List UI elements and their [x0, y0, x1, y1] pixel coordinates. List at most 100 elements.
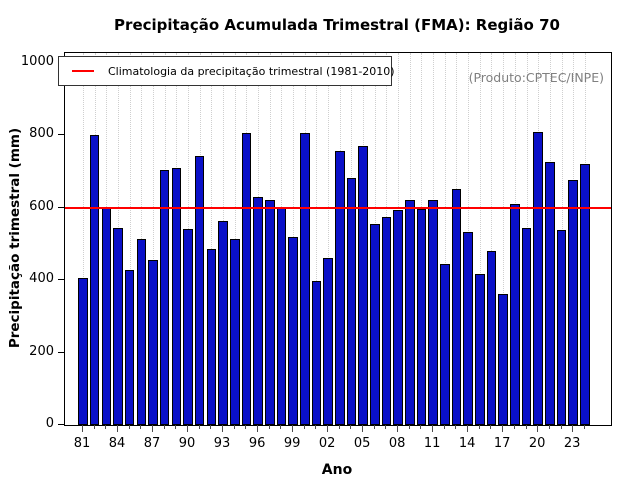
x-tick — [467, 425, 469, 432]
bar-2009 — [404, 200, 415, 425]
bar-2003 — [334, 151, 345, 425]
x-tick — [455, 425, 457, 429]
product-annotation: (Produto:CPTEC/INPE) — [468, 70, 604, 85]
bar-1987 — [148, 260, 158, 425]
bar-1994 — [229, 239, 240, 425]
bar-2002 — [323, 258, 333, 425]
bar-1985 — [124, 270, 135, 425]
bar-1999 — [288, 237, 298, 425]
x-tick-label: 23 — [563, 436, 581, 451]
gridline — [83, 53, 84, 425]
x-tick — [513, 425, 515, 429]
x-axis-title: Ano — [321, 462, 353, 478]
bar-1991 — [194, 156, 205, 425]
x-tick — [338, 425, 340, 429]
x-tick — [478, 425, 480, 429]
bar-2008 — [393, 210, 403, 425]
bar-2019 — [521, 228, 532, 425]
x-tick-label: 20 — [528, 436, 546, 451]
x-tick — [105, 425, 107, 429]
x-tick — [490, 425, 492, 429]
y-tick-label: 1000 — [20, 53, 54, 69]
x-tick — [128, 425, 130, 429]
bar-2015 — [474, 274, 485, 425]
legend-label: Climatologia da precipitação trimestral … — [108, 64, 395, 78]
x-tick — [163, 425, 165, 429]
bar-1997 — [264, 200, 275, 425]
x-tick — [187, 425, 188, 432]
bar-1995 — [241, 133, 252, 425]
y-tick — [58, 351, 64, 353]
x-tick — [233, 425, 235, 429]
x-tick-label: 14 — [458, 436, 476, 451]
x-tick — [548, 425, 550, 429]
y-tick-label: 600 — [29, 198, 54, 214]
x-tick-label: 05 — [353, 436, 371, 451]
x-tick-label: 81 — [73, 436, 91, 451]
legend-climatology-line-swatch — [72, 70, 94, 72]
bar-1990 — [183, 229, 193, 425]
bar-1982 — [89, 135, 100, 425]
bar-2024 — [580, 164, 590, 425]
x-tick-label: 84 — [108, 436, 126, 451]
bar-2013 — [451, 189, 462, 425]
bar-2021 — [544, 162, 555, 425]
x-tick — [432, 425, 434, 432]
x-tick — [583, 425, 585, 429]
bar-2001 — [311, 281, 322, 425]
gridline — [328, 53, 330, 425]
x-tick-label: 11 — [423, 436, 441, 451]
x-tick-label: 90 — [178, 436, 196, 451]
bar-2016 — [486, 251, 497, 425]
bar-1989 — [171, 168, 182, 425]
x-tick — [140, 425, 142, 429]
bar-1981 — [78, 278, 88, 425]
x-tick — [222, 425, 223, 432]
x-tick — [502, 425, 504, 432]
bar-1998 — [276, 207, 287, 425]
x-tick — [82, 425, 83, 432]
bar-1984 — [113, 228, 123, 425]
x-tick — [210, 425, 212, 429]
gridline — [503, 53, 505, 425]
bar-2006 — [369, 224, 380, 425]
y-tick — [58, 279, 64, 281]
x-tick — [198, 425, 200, 429]
bar-2020 — [533, 132, 543, 425]
x-tick-label: 99 — [283, 436, 301, 451]
x-tick-label: 96 — [248, 436, 266, 451]
x-tick — [537, 425, 539, 432]
bar-2014 — [463, 232, 473, 425]
bar-2007 — [381, 217, 392, 425]
x-tick — [408, 425, 410, 429]
bar-1988 — [159, 170, 170, 425]
gridline — [316, 53, 318, 425]
x-tick — [327, 425, 329, 432]
x-tick-label: 87 — [143, 436, 161, 451]
bar-2000 — [299, 133, 310, 425]
chart-title: Precipitação Acumulada Trimestral (FMA):… — [114, 16, 560, 34]
gridline — [211, 53, 213, 425]
x-tick — [280, 425, 282, 429]
x-tick — [572, 425, 574, 432]
y-tick-label: 800 — [29, 126, 54, 142]
x-tick — [350, 425, 352, 429]
x-tick-label: 93 — [213, 436, 231, 451]
climatology-line — [65, 206, 611, 209]
bar-2010 — [416, 209, 427, 425]
x-tick — [525, 425, 527, 429]
x-tick — [385, 425, 387, 429]
x-tick — [362, 425, 364, 432]
x-tick — [315, 425, 317, 429]
x-tick — [245, 425, 247, 429]
y-tick-label: 400 — [29, 271, 54, 287]
x-tick — [560, 425, 562, 429]
bar-2023 — [568, 180, 578, 425]
bar-2018 — [509, 204, 520, 425]
x-tick — [303, 425, 305, 429]
y-tick — [58, 134, 64, 136]
bar-1993 — [218, 221, 228, 425]
legend-box: Climatologia da precipitação trimestral … — [58, 56, 395, 86]
bar-1983 — [101, 208, 112, 425]
